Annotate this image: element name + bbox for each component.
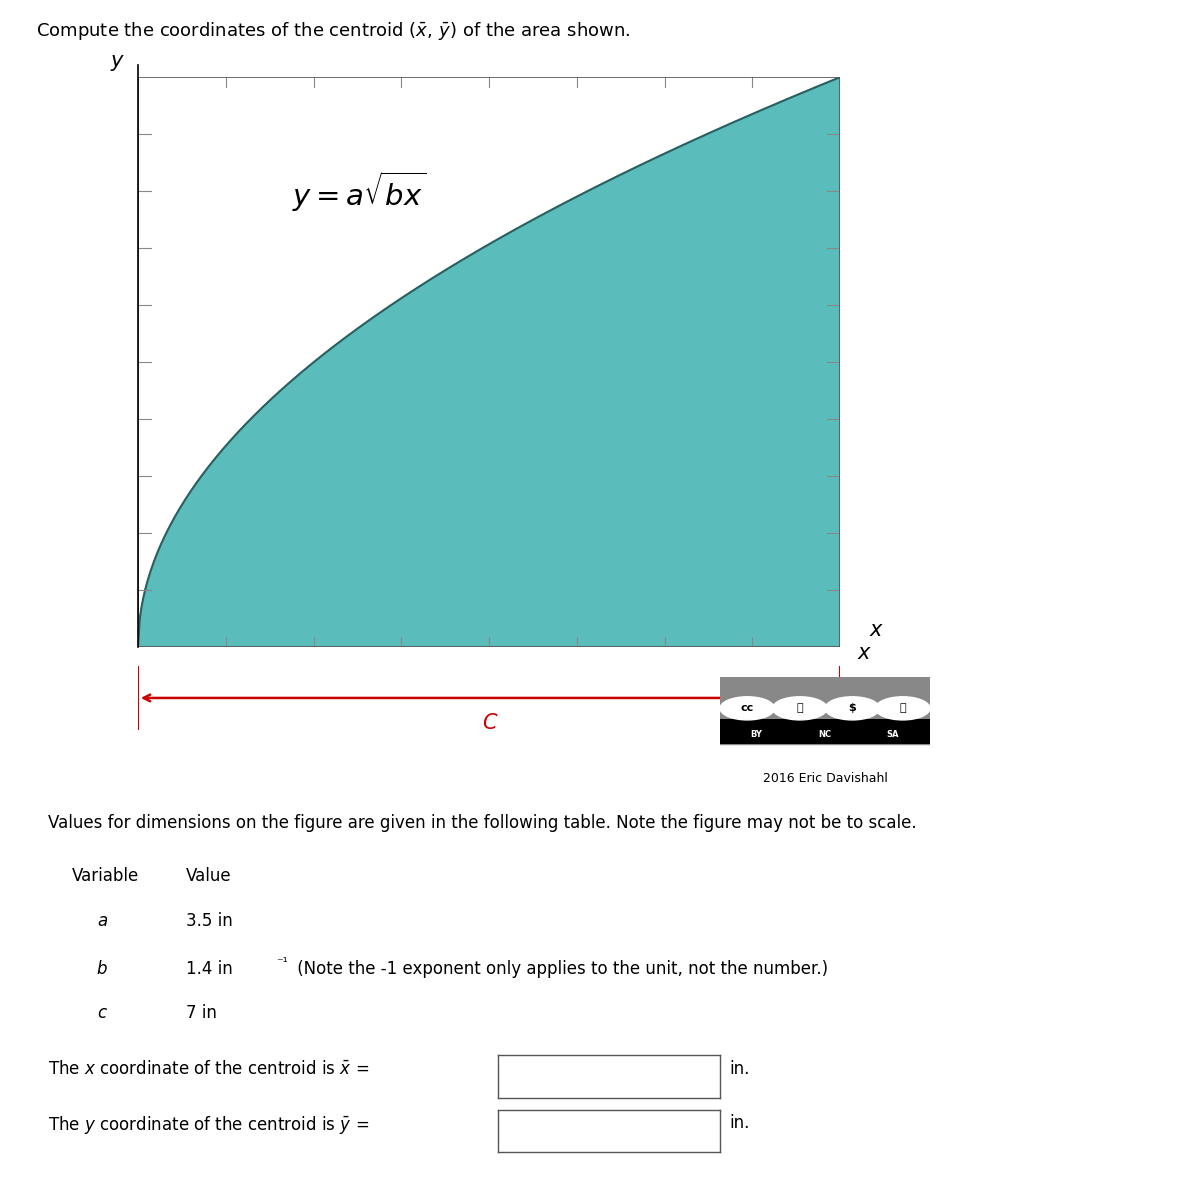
Text: in.: in. [730,1114,750,1132]
Polygon shape [138,77,840,647]
Text: Value: Value [186,867,232,885]
Text: Variable: Variable [72,867,139,885]
Text: BY: BY [750,729,762,739]
Circle shape [720,696,775,720]
Text: ⓢ: ⓢ [899,703,906,713]
Text: ⓘ: ⓘ [797,703,803,713]
Text: x: x [870,620,882,640]
Circle shape [773,696,827,720]
Text: y: y [110,51,122,71]
Text: NC: NC [818,729,832,739]
Text: c: c [97,1004,107,1022]
Text: in.: in. [730,1060,750,1078]
Text: cc: cc [740,703,754,713]
Circle shape [826,696,880,720]
Text: 7 in: 7 in [186,1004,217,1022]
Text: Values for dimensions on the figure are given in the following table. Note the f: Values for dimensions on the figure are … [48,814,917,832]
Text: The $x$ coordinate of the centroid is $\bar{x}$ =: The $x$ coordinate of the centroid is $\… [48,1060,370,1078]
Text: The $y$ coordinate of the centroid is $\bar{y}$ =: The $y$ coordinate of the centroid is $\… [48,1114,370,1137]
Text: ⁻¹: ⁻¹ [276,956,288,969]
Text: $: $ [848,703,856,713]
Text: SA: SA [886,729,899,739]
Text: $y = a\sqrt{bx}$: $y = a\sqrt{bx}$ [293,169,426,214]
Bar [720,719,930,744]
Text: x: x [858,644,870,663]
Text: 3.5 in: 3.5 in [186,912,233,930]
Text: a: a [97,912,107,930]
Text: 1.4 in: 1.4 in [186,960,233,978]
Text: 2016 Eric Davishahl: 2016 Eric Davishahl [762,772,888,785]
FancyBboxPatch shape [720,677,930,744]
Text: Compute the coordinates of the centroid $(\bar{x},\, \bar{y})$ of the area shown: Compute the coordinates of the centroid … [36,20,630,43]
Text: C: C [481,713,497,733]
Circle shape [876,696,930,720]
Text: (Note the -1 exponent only applies to the unit, not the number.): (Note the -1 exponent only applies to th… [292,960,828,978]
Text: b: b [97,960,107,978]
